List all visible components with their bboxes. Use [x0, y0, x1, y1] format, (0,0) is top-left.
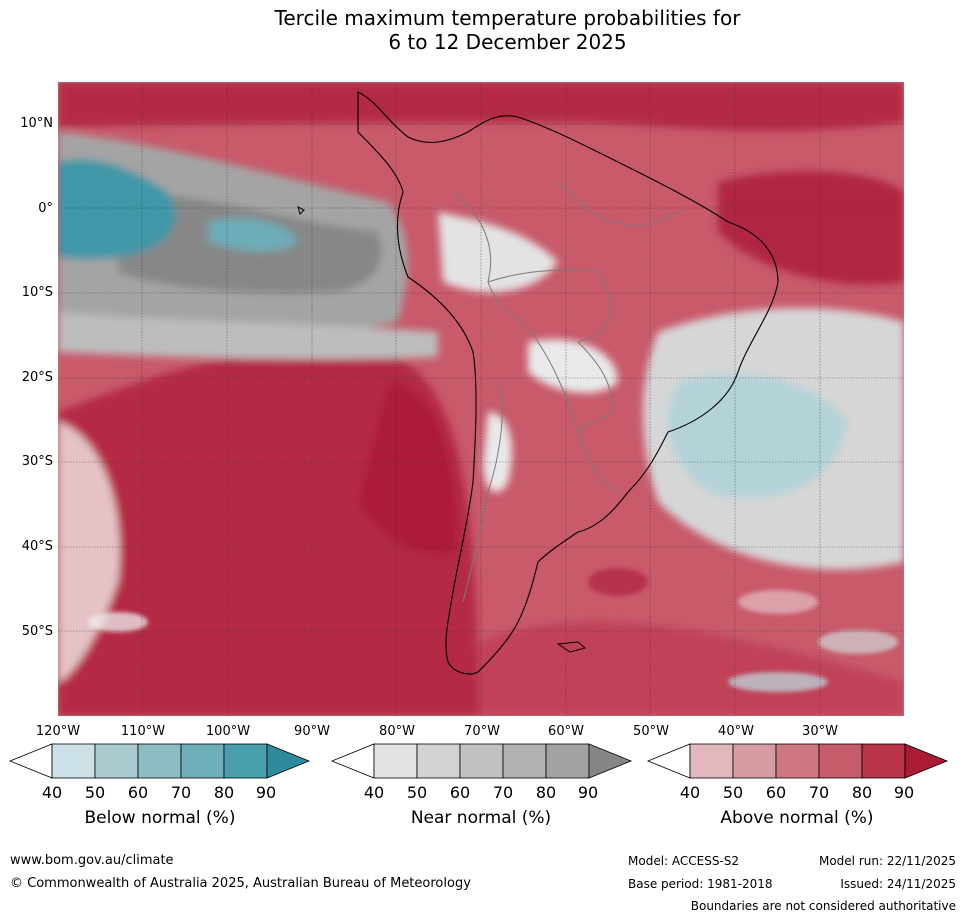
- model-name: Model: ACCESS-S2: [628, 854, 740, 868]
- probability-map: [58, 82, 904, 716]
- colorbar-segment: [775, 743, 820, 779]
- colorbar-min-arrow: [8, 743, 53, 779]
- legend-tick: 60: [765, 783, 787, 802]
- near-normal-bolivia-region: [528, 339, 618, 393]
- south-america-coastline: [357, 91, 779, 675]
- legend-tick: 40: [363, 783, 385, 802]
- lat-label-30s: 30°S: [21, 454, 53, 469]
- website-link[interactable]: www.bom.gov.au/climate: [10, 853, 174, 868]
- legend-tick: 90: [577, 783, 599, 802]
- colorbar-segment: [502, 743, 547, 779]
- colorbar-max-arrow: [588, 743, 633, 779]
- above-normal-patch: [588, 568, 648, 596]
- above-normal-colorbar: [646, 743, 949, 779]
- colorbar-segment: [223, 743, 268, 779]
- legend-tick: 40: [41, 783, 63, 802]
- legend-tick: 50: [84, 783, 106, 802]
- near-normal-colorbar: [330, 743, 633, 779]
- legend-tick: 60: [127, 783, 149, 802]
- legend-tick: 50: [406, 783, 428, 802]
- colorbar-segment: [689, 743, 734, 779]
- below-normal-colorbar: [8, 743, 311, 779]
- lon-label-70w: 70°W: [464, 724, 500, 739]
- colorbar-min-arrow: [646, 743, 691, 779]
- colorbar-min-arrow: [330, 743, 375, 779]
- colorbar-segment: [51, 743, 96, 779]
- below-normal-pacific-patch: [208, 218, 298, 252]
- lon-label-50w: 50°W: [633, 724, 669, 739]
- colorbar-segment: [180, 743, 225, 779]
- legend-tick: 80: [851, 783, 873, 802]
- lat-label-50s: 50°S: [21, 624, 53, 639]
- title-line-2: 6 to 12 December 2025: [388, 30, 627, 54]
- base-period: Base period: 1981-2018: [628, 877, 773, 891]
- colorbar-segment: [373, 743, 418, 779]
- copyright-text: © Commonwealth of Australia 2025, Austra…: [10, 876, 471, 891]
- above-normal-legend-title: Above normal (%): [720, 808, 874, 828]
- near-normal-patch: [88, 612, 148, 632]
- colorbar-segment: [459, 743, 504, 779]
- near-normal-south-pacific-region: [58, 422, 120, 682]
- colorbar-segment: [818, 743, 863, 779]
- colorbar-segment: [861, 743, 906, 779]
- legend-tick: 70: [808, 783, 830, 802]
- near-normal-patch: [818, 630, 898, 654]
- lon-label-30w: 30°W: [802, 724, 838, 739]
- boundaries-disclaimer: Boundaries are not considered authoritat…: [690, 899, 956, 913]
- below-normal-pacific-region: [58, 159, 176, 260]
- colorbar-max-arrow: [266, 743, 311, 779]
- lon-label-90w: 90°W: [294, 724, 330, 739]
- colorbar-segment: [545, 743, 590, 779]
- legend-tick: 40: [679, 783, 701, 802]
- lon-label-120w: 120°W: [35, 724, 81, 739]
- above-normal-patch: [738, 590, 818, 614]
- legend-tick: 90: [893, 783, 915, 802]
- legend-tick: 50: [722, 783, 744, 802]
- lat-label-10n: 10°N: [20, 116, 53, 131]
- lon-label-60w: 60°W: [548, 724, 584, 739]
- near-normal-pacific-lower-band: [58, 312, 438, 360]
- below-normal-legend-title: Below normal (%): [84, 808, 236, 828]
- legend-tick: 80: [213, 783, 235, 802]
- issued-date: Issued: 24/11/2025: [840, 877, 956, 891]
- lon-label-110w: 110°W: [120, 724, 166, 739]
- legend-tick: 70: [170, 783, 192, 802]
- title-line-1: Tercile maximum temperature probabilitie…: [274, 6, 741, 30]
- lon-label-80w: 80°W: [379, 724, 415, 739]
- lon-label-100w: 100°W: [205, 724, 251, 739]
- above-normal-south-atlantic-region: [478, 621, 904, 716]
- colorbar-segment: [94, 743, 139, 779]
- galapagos-islands: [297, 206, 305, 215]
- legend-tick: 60: [449, 783, 471, 802]
- below-normal-patch: [728, 672, 828, 692]
- country-borders: [452, 181, 679, 603]
- lat-label-10s: 10°S: [21, 285, 53, 300]
- near-normal-argentina-region: [483, 412, 512, 493]
- legend-tick: 90: [255, 783, 277, 802]
- colorbar-segment: [732, 743, 777, 779]
- lat-label-40s: 40°S: [21, 539, 53, 554]
- lat-label-0: 0°: [38, 201, 53, 216]
- lon-label-40w: 40°W: [718, 724, 754, 739]
- graticule: [58, 82, 904, 716]
- legend-tick: 80: [535, 783, 557, 802]
- above-normal-chile-offshore-region: [358, 382, 458, 556]
- colorbar-segment: [137, 743, 182, 779]
- falkland-islands: [556, 641, 587, 653]
- colorbar-max-arrow: [904, 743, 949, 779]
- legend-tick: 70: [492, 783, 514, 802]
- near-normal-legend-title: Near normal (%): [410, 808, 552, 828]
- model-run-date: Model run: 22/11/2025: [818, 854, 956, 868]
- above-normal-tropical-atlantic-region: [718, 171, 904, 285]
- colorbar-segment: [416, 743, 461, 779]
- below-normal-southwest-atlantic-core: [668, 374, 848, 499]
- above-normal-pacific-region: [58, 347, 478, 716]
- lat-label-20s: 20°S: [21, 370, 53, 385]
